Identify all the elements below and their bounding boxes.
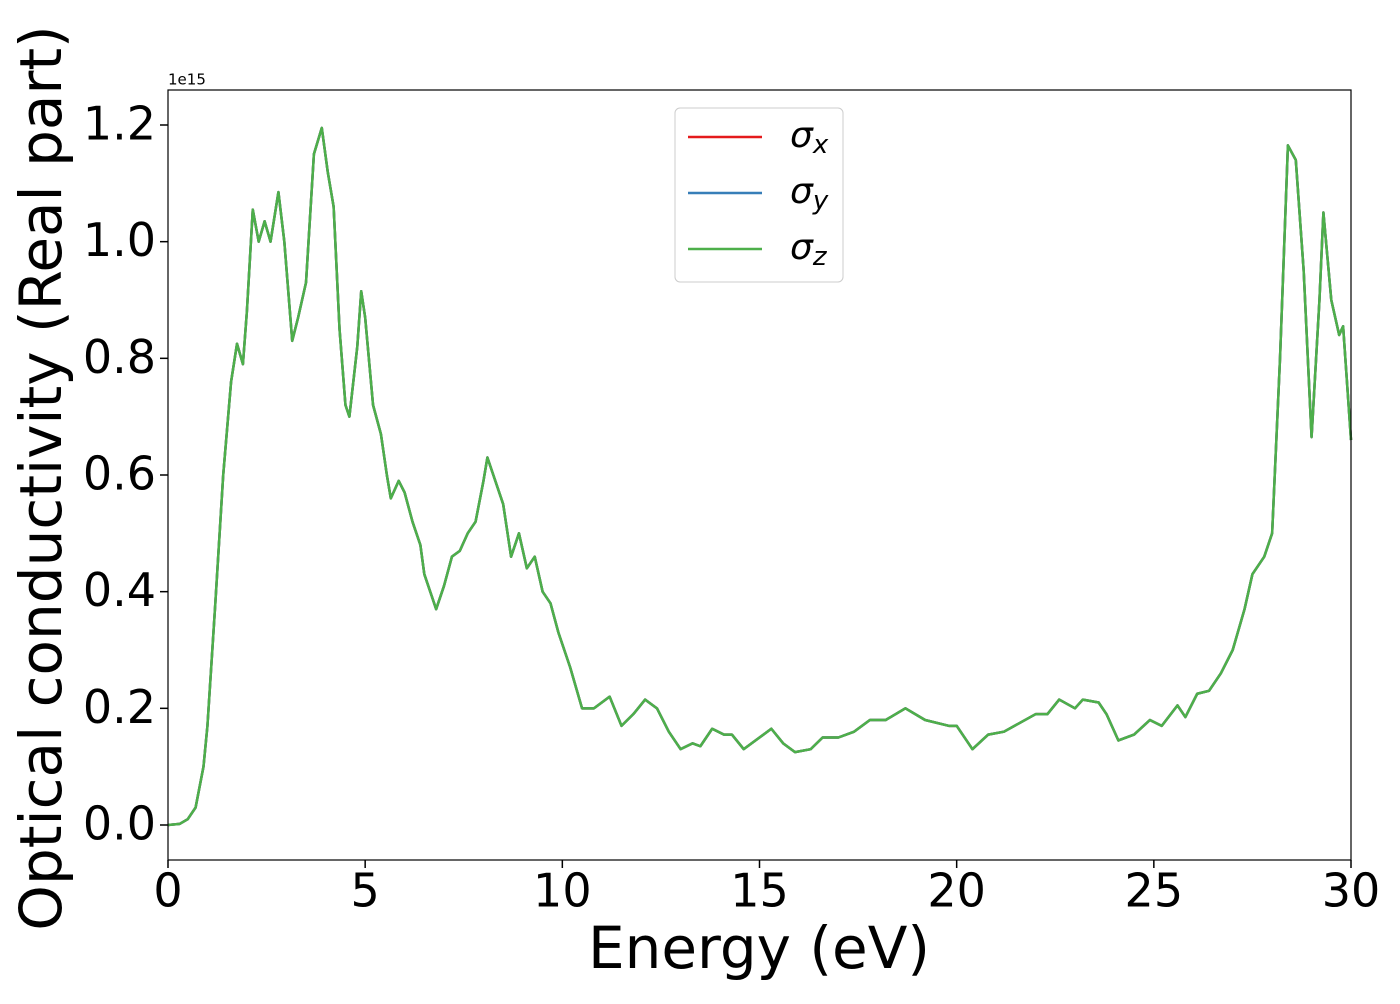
y-tick-label: 1.0 (83, 213, 156, 267)
plot-frame (167, 89, 1352, 861)
x-tick-label: 20 (927, 864, 986, 918)
legend-label: σz (790, 227, 828, 272)
legend: σx σy σz (674, 107, 844, 283)
legend-box (674, 107, 844, 283)
y-tick-label: 0.6 (83, 447, 156, 501)
x-axis-label: Energy (eV) (588, 914, 930, 982)
x-tick-label: 5 (351, 864, 380, 918)
x-tick-label: 0 (153, 864, 182, 918)
x-tick-label: 15 (730, 864, 789, 918)
x-tick-label: 10 (533, 864, 592, 918)
y-tick-label: 1.2 (83, 97, 156, 151)
legend-label: σy (790, 171, 829, 216)
legend-label: σx (790, 115, 829, 160)
y-tick-label: 0.4 (83, 563, 156, 617)
y-tick-label: 0.0 (83, 797, 156, 851)
y-tick-label: 0.8 (83, 330, 156, 384)
y-axis-label: Optical conductivity (Real part) (7, 25, 75, 930)
series-line (167, 126, 1353, 827)
x-tick-label: 30 (1322, 864, 1381, 918)
y-offset-label: 1e15 (168, 71, 206, 89)
y-tick-label: 0.2 (83, 680, 156, 734)
x-tick-label: 25 (1125, 864, 1184, 918)
